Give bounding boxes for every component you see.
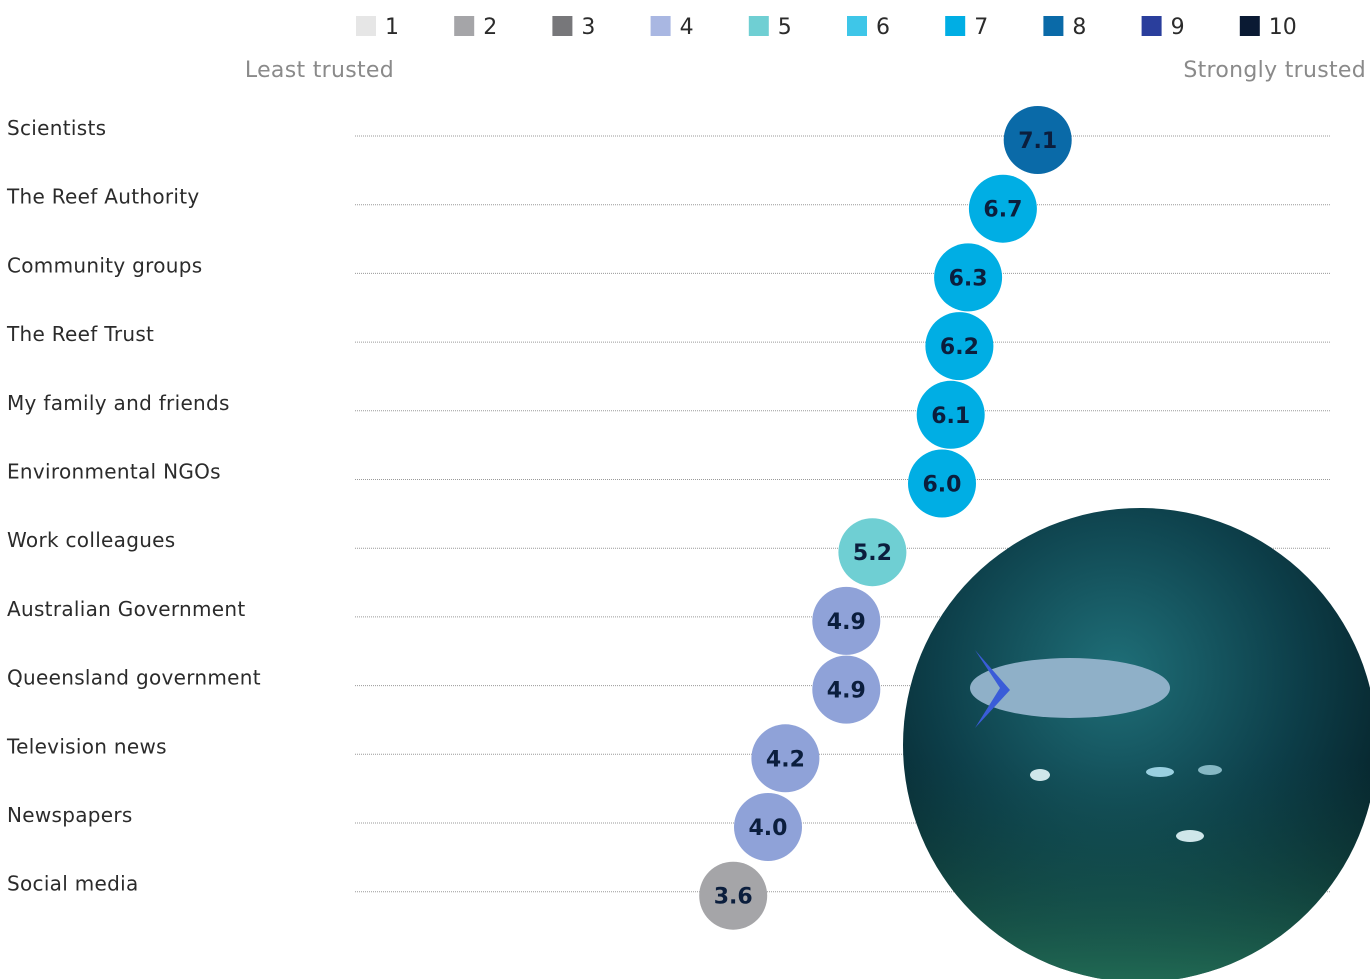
legend-swatch	[650, 16, 671, 36]
dot	[1003, 106, 1072, 174]
value-label: 4.2	[766, 747, 805, 772]
low-label: Least trusted	[245, 58, 394, 83]
dot	[751, 724, 820, 793]
legend-label: 4	[680, 15, 694, 40]
value-label: 6.3	[949, 266, 988, 291]
legend-label: 9	[1171, 15, 1185, 40]
legend-label: 3	[581, 15, 595, 40]
dot	[968, 174, 1037, 243]
reef-photo	[903, 508, 1370, 979]
dot	[699, 861, 768, 930]
dot	[916, 380, 985, 449]
category-label: Scientists	[7, 116, 106, 140]
legend-swatch	[748, 16, 769, 36]
dots: 7.1 6.7 6.3 6.2 6.1 6.0 5.2 4.9 4.9 4.2 4.0 3.6	[699, 106, 1072, 930]
category-label: The Reef Authority	[6, 185, 200, 209]
category-label: Social media	[7, 872, 139, 896]
value-label: 5.2	[853, 541, 892, 566]
category-label: Community groups	[7, 253, 202, 277]
category-label: My family and friends	[7, 391, 230, 415]
value-label: 4.9	[827, 679, 866, 704]
legend-swatch	[1043, 16, 1064, 36]
value-label: 4.0	[749, 816, 788, 841]
category-label: Newspapers	[7, 803, 133, 827]
value-label: 6.1	[931, 404, 970, 429]
legend-swatch	[1141, 16, 1162, 36]
legend-label: 8	[1072, 15, 1086, 40]
legend-swatch	[1239, 16, 1260, 36]
value-label: 6.7	[983, 198, 1022, 223]
legend-swatch	[356, 16, 376, 36]
category-label: Queensland government	[7, 666, 261, 690]
dot	[812, 586, 881, 655]
category-label: Work colleagues	[7, 528, 176, 552]
value-label: 6.2	[940, 335, 979, 360]
dot	[925, 312, 994, 381]
legend-label: 7	[974, 15, 988, 40]
legend-swatch	[552, 16, 573, 36]
value-label: 3.6	[714, 885, 753, 910]
legend-label: 6	[876, 15, 890, 40]
category-label: Environmental NGOs	[7, 460, 221, 484]
legend-swatch	[945, 16, 966, 36]
category-label: Australian Government	[7, 597, 246, 621]
value-label: 6.0	[923, 473, 962, 498]
plot: 1 2 3 4 5 6 7 8 9 10 Least trusted Strongly trusted…	[6, 15, 1366, 896]
legend-swatch	[847, 16, 867, 36]
legend-label: 1	[385, 15, 399, 40]
high-label: Strongly trusted	[1183, 58, 1366, 83]
legend-label: 10	[1269, 15, 1297, 40]
category-label: Television news	[6, 734, 167, 758]
dot	[934, 243, 1003, 312]
category-label: The Reef Trust	[6, 322, 154, 346]
legend-swatch	[454, 16, 475, 36]
legend-label: 2	[483, 15, 497, 40]
dot	[838, 518, 907, 587]
value-label: 7.1	[1018, 129, 1057, 154]
dot	[908, 449, 976, 518]
dot	[812, 655, 881, 724]
legend-label: 5	[778, 15, 792, 40]
value-label: 4.9	[827, 610, 866, 635]
dot	[734, 793, 802, 861]
